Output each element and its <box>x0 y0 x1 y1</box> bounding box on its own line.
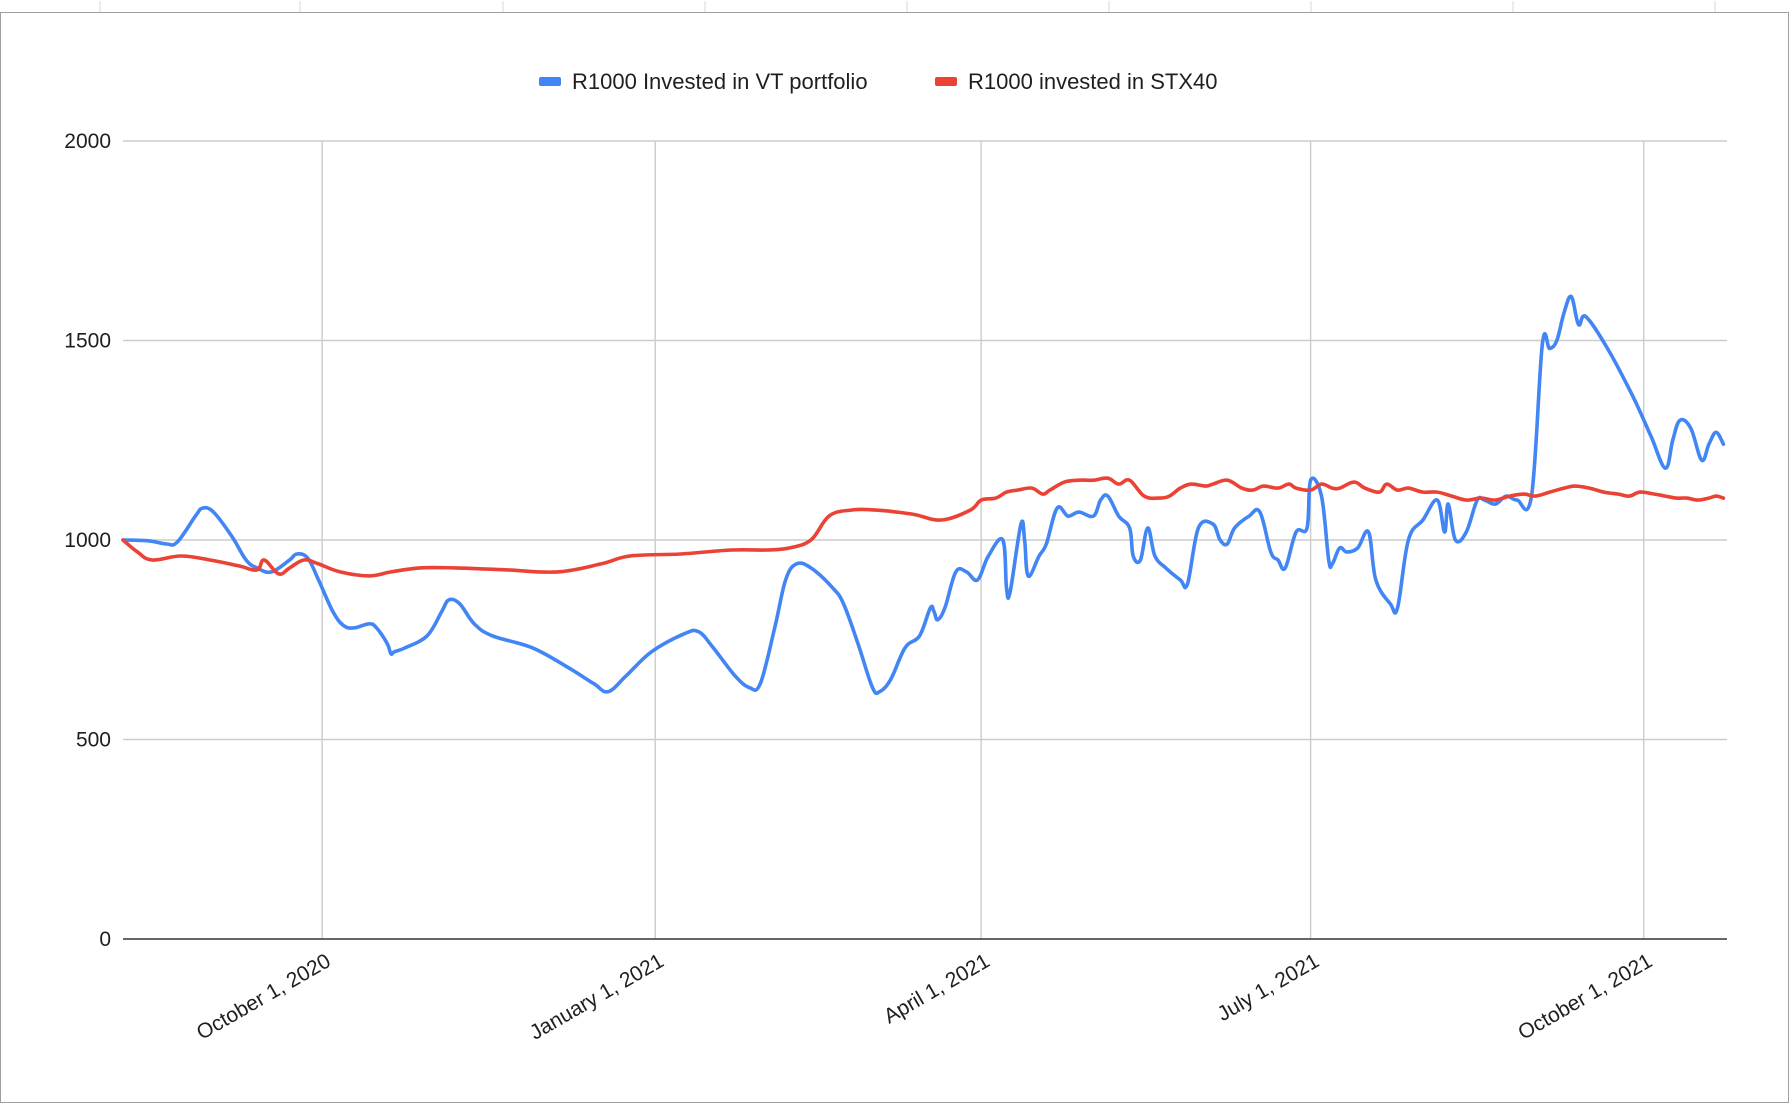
line-chart: 0 500 1000 1500 2000 October 1, 2020 January 1… <box>64 69 1727 1045</box>
legend-label: R1000 Invested in VT portfolio <box>572 69 868 94</box>
legend-item[interactable]: R1000 invested in STX40 <box>935 69 1218 94</box>
y-tick-label: 0 <box>99 928 111 951</box>
legend-item[interactable]: R1000 Invested in VT portfolio <box>539 69 868 94</box>
series-line-stx40[interactable] <box>121 476 1726 578</box>
axes: 0 500 1000 1500 2000 October 1, 2020 January 1… <box>64 130 1727 1045</box>
x-tick-label: April 1, 2021 <box>880 949 994 1028</box>
chart-container[interactable]: 0 500 1000 1500 2000 October 1, 2020 January 1… <box>0 12 1789 1103</box>
series-line-vt-portfolio[interactable] <box>121 294 1726 696</box>
legend-label: R1000 invested in STX40 <box>968 69 1218 94</box>
y-tick-label: 2000 <box>64 130 111 153</box>
grid-lines <box>123 140 1727 939</box>
y-tick-label: 1000 <box>64 529 111 552</box>
legend-swatch <box>935 77 957 86</box>
sheet-column-gridlines <box>99 1 1716 13</box>
legend[interactable]: R1000 Invested in VT portfolio R1000 inve… <box>539 69 1218 94</box>
legend-swatch <box>539 77 561 86</box>
x-tick-label: October 1, 2020 <box>193 949 335 1044</box>
series-lines <box>121 294 1726 696</box>
x-tick-label: January 1, 2021 <box>526 949 668 1044</box>
x-tick-label: July 1, 2021 <box>1214 949 1324 1026</box>
x-tick-label: October 1, 2021 <box>1514 949 1656 1044</box>
y-tick-label: 500 <box>76 729 111 752</box>
y-tick-label: 1500 <box>64 330 111 353</box>
